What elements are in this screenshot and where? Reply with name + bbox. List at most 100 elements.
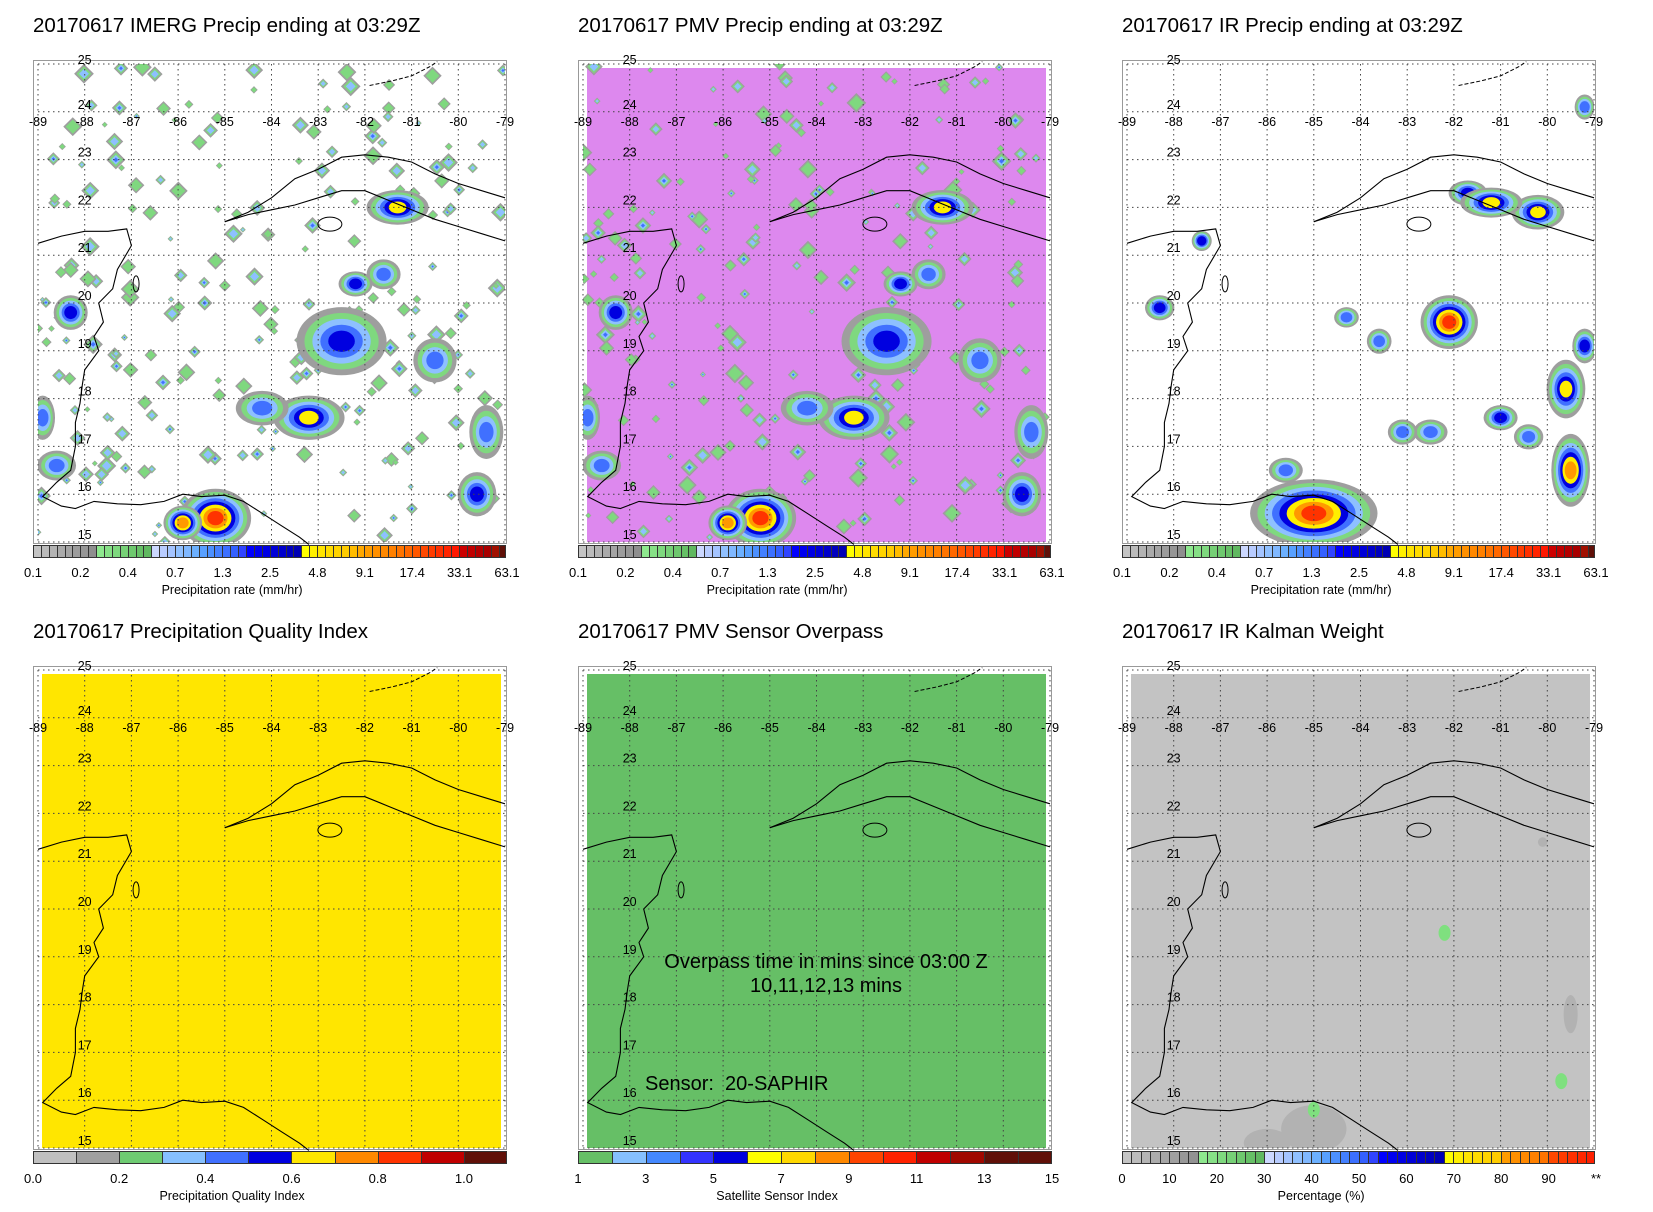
colorbar-swatch [925, 545, 934, 558]
precip-cell [207, 510, 224, 526]
colorbar-swatch [190, 545, 199, 558]
colorbar-tick-label: 0.1 [568, 565, 588, 580]
colorbar-tick-label: 0.8 [368, 1171, 387, 1186]
colorbar-swatch [984, 1151, 1018, 1164]
lat-label: 15 [1167, 528, 1181, 542]
colorbar-swatch [64, 545, 73, 558]
precip-speckle [90, 341, 96, 347]
colorbar-swatch [1035, 545, 1044, 558]
colorbar-swatch [56, 545, 65, 558]
precip-cell [38, 408, 49, 427]
colorbar-swatch [1004, 545, 1012, 558]
colorbar-swatch [830, 545, 839, 558]
colorbar-swatch [822, 545, 831, 558]
colorbar-swatch [696, 545, 705, 558]
colorbar-tick-label: 0.6 [282, 1171, 301, 1186]
precip-speckle [404, 444, 412, 452]
precip-speckle [118, 165, 125, 171]
precip-cell [1197, 236, 1207, 246]
colorbar-swatch [1207, 1151, 1217, 1164]
lat-label: 24 [1167, 98, 1181, 112]
lon-label: -83 [854, 721, 872, 735]
precip-speckle [259, 427, 265, 433]
coastline-keys [369, 61, 438, 86]
precip-speckle [647, 486, 659, 498]
precip-cell [1014, 486, 1029, 502]
precip-speckle [85, 241, 95, 252]
precip-speckle [586, 513, 591, 518]
panel-title: 20170617 PMV Sensor Overpass [578, 620, 884, 643]
colorbar-tick-label: 9.1 [900, 565, 919, 580]
precip-speckle [349, 235, 360, 247]
precip-speckle [253, 301, 267, 315]
precip-speckle [228, 229, 239, 239]
colorbar-swatch [814, 545, 823, 558]
lon-label: -87 [1211, 115, 1229, 129]
colorbar-swatch [1540, 545, 1549, 558]
colorbar-label: Precipitation Quality Index [159, 1189, 305, 1203]
precip-cell [1530, 206, 1546, 219]
colorbar-swatch [775, 545, 784, 558]
lon-label: -86 [714, 721, 732, 735]
weight-shade [1243, 1128, 1291, 1148]
precip-speckle [756, 107, 771, 121]
precip-cell [376, 267, 391, 281]
colorbar-swatch [1587, 545, 1596, 558]
coastline [224, 154, 506, 223]
colorbar-tick-label: 0.2 [616, 565, 635, 580]
colorbar-tick-label: 4.8 [308, 565, 327, 580]
lat-label: 19 [623, 943, 637, 957]
colorbar-tick-label: 9.1 [1444, 565, 1463, 580]
colorbar-swatch [1413, 545, 1422, 558]
precip-speckle [409, 485, 413, 489]
colorbar-swatch [411, 545, 420, 558]
colorbar-tick-label: 40 [1304, 1171, 1319, 1186]
colorbar-swatch [1469, 545, 1478, 558]
coastline-island [317, 216, 343, 232]
precip-speckle [304, 371, 309, 376]
lon-label: -88 [621, 115, 639, 129]
colorbar-swatch [893, 545, 902, 558]
precip-speckle [738, 396, 744, 401]
colorbar-tick-label: 17.4 [1488, 565, 1514, 580]
colorbar-tick-label: 80 [1493, 1171, 1509, 1186]
colorbar-swatch [459, 545, 467, 558]
lat-label: 21 [78, 847, 92, 861]
precip-speckle [636, 311, 641, 317]
lon-label: -80 [449, 721, 467, 735]
precip-cell [328, 330, 355, 352]
precip-speckle [161, 538, 168, 542]
precip-cell [894, 278, 907, 290]
colorbar-swatch [474, 545, 483, 558]
colorbar-swatch [277, 545, 286, 558]
lon-label: -89 [574, 115, 592, 129]
colorbar-swatch [309, 545, 318, 558]
lat-label: 21 [78, 241, 92, 255]
precip-speckle [239, 452, 246, 459]
precip-speckle [927, 229, 935, 237]
lat-label: 20 [623, 289, 637, 303]
colorbar-swatch [798, 545, 807, 558]
precip-cell [1423, 426, 1438, 438]
colorbar-swatch [1368, 1151, 1378, 1164]
lon-label: -88 [76, 115, 94, 129]
precip-speckle [297, 447, 311, 461]
colorbar-swatch [1510, 1151, 1520, 1164]
colorbar-swatch [1491, 1151, 1501, 1164]
colorbar-swatch [1398, 545, 1407, 558]
colorbar [578, 545, 1052, 558]
coastline [1126, 228, 1399, 545]
precip-cell [349, 278, 362, 290]
lon-label: -86 [169, 721, 187, 735]
precip-speckle [345, 81, 356, 92]
colorbar-swatch [1169, 545, 1178, 558]
lon-label: -84 [1351, 115, 1369, 129]
lat-label: 19 [1167, 943, 1181, 957]
colorbar-swatch [854, 545, 863, 558]
precip-speckle [752, 234, 759, 241]
colorbar-swatch [1445, 545, 1454, 558]
coastline-island [132, 275, 140, 293]
colorbar-swatch [641, 545, 650, 558]
colorbar-swatch [135, 545, 144, 558]
precip-speckle [209, 254, 223, 268]
